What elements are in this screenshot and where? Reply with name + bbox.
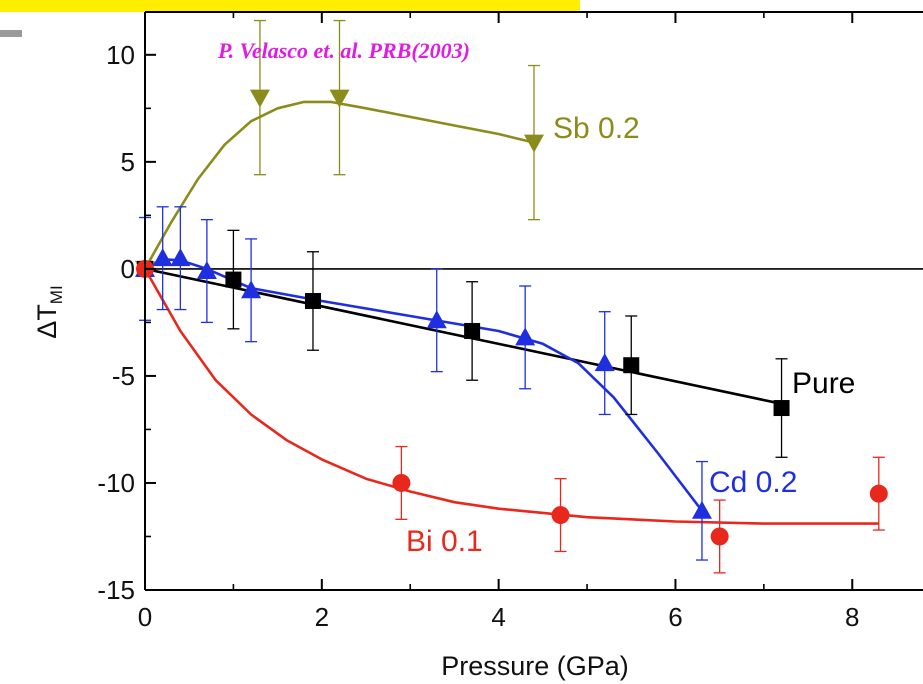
series-label-bi: Bi 0.1: [406, 525, 483, 558]
y-tick-label: 0: [121, 254, 135, 284]
gray-decoration-bar: [0, 30, 22, 37]
y-tick-label: 10: [106, 40, 135, 70]
y-tick-label: -5: [112, 361, 135, 391]
fit-curve-sb-0-2: [143, 100, 535, 270]
series-label-sb: Sb 0.2: [553, 112, 640, 145]
fit-curve-bi-0-1: [143, 268, 879, 525]
series-label-cd: Cd 0.2: [709, 466, 797, 499]
fit-curve-cd-0-2: [144, 257, 704, 512]
x-tick-label: 2: [315, 602, 329, 632]
data-point-cd-0-2: [426, 310, 447, 329]
y-axis-title-main: ΔT: [32, 304, 62, 339]
x-tick-label: 4: [491, 602, 505, 632]
data-point-pure: [623, 357, 640, 374]
series-label-pure: Pure: [792, 367, 855, 400]
data-point-pure: [773, 400, 790, 417]
data-point-sb-0-2: [249, 89, 270, 108]
citation-text: P. Velasco et. al. PRB(2003): [217, 38, 470, 63]
data-point-cd-0-2: [594, 353, 615, 372]
y-tick-label: -15: [97, 575, 135, 605]
x-axis-title: Pressure (GPa): [441, 651, 629, 681]
data-point-sb-0-2: [329, 89, 350, 108]
data-point-cd-0-2: [170, 248, 191, 267]
data-point-cd-0-2: [152, 248, 173, 267]
data-point-pure: [464, 322, 481, 339]
y-axis-title-sub: MI: [47, 285, 66, 304]
x-tick-label: 8: [845, 602, 859, 632]
fit-curve-pure: [144, 267, 782, 406]
data-point-pure: [304, 293, 321, 309]
data-point-cd-0-2: [196, 261, 217, 280]
y-tick-label: 5: [121, 147, 135, 177]
y-tick-label: -10: [97, 468, 135, 498]
x-tick-label: 6: [668, 602, 682, 632]
data-point-bi-0-1: [392, 473, 411, 492]
data-point-cd-0-2: [241, 280, 262, 299]
data-point-cd-0-2: [515, 327, 536, 346]
data-point-bi-0-1: [710, 527, 729, 546]
data-point-pure: [225, 271, 242, 288]
data-point-cd-0-2: [691, 500, 712, 519]
data-point-sb-0-2: [524, 134, 544, 153]
yellow-header-strip: [0, 0, 580, 12]
y-axis-title: ΔTMI: [32, 285, 66, 338]
x-tick-label: 0: [138, 602, 152, 632]
data-point-bi-0-1: [551, 506, 570, 525]
data-point-bi-0-1: [869, 484, 888, 503]
